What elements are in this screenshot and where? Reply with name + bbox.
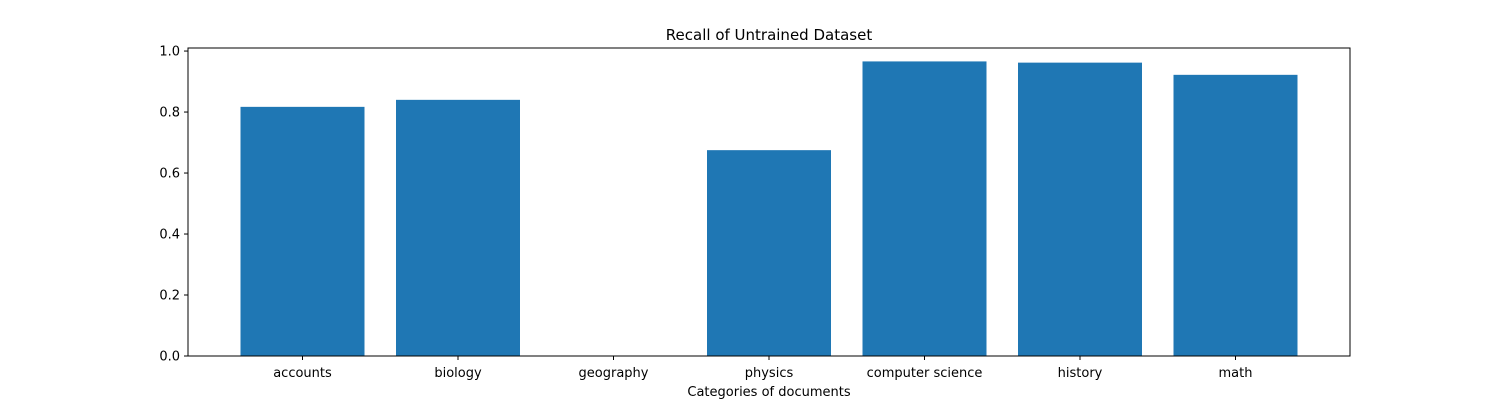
- x-axis-ticks: accounts biology geography physics computer …: [273, 356, 1252, 381]
- x-tick-label: physics: [745, 366, 794, 381]
- bar-history: [1018, 62, 1142, 356]
- x-tick-label: math: [1219, 366, 1253, 381]
- bar-computer-science: [862, 61, 987, 357]
- y-axis-ticks: 0.0 0.2 0.4 0.6 0.8 1.0: [159, 45, 188, 365]
- x-tick-label: biology: [434, 366, 482, 381]
- y-tick-label: 0.6: [159, 167, 180, 182]
- x-tick-label: geography: [579, 366, 649, 381]
- chart-title: Recall of Untrained Dataset: [666, 26, 873, 44]
- x-tick-label: computer science: [867, 366, 983, 381]
- y-tick-label: 0.8: [159, 106, 180, 121]
- x-tick-label: accounts: [273, 366, 332, 381]
- bar-physics: [707, 150, 831, 356]
- y-tick-label: 0.4: [159, 228, 180, 243]
- bar-math: [1173, 74, 1298, 357]
- bar-accounts: [240, 106, 365, 357]
- y-tick-label: 0.0: [159, 350, 180, 365]
- y-tick-label: 1.0: [159, 45, 180, 60]
- bar-biology: [396, 99, 520, 356]
- plot-frame: [187, 47, 1351, 357]
- y-tick-label: 0.2: [159, 289, 180, 304]
- x-axis-label: Categories of documents: [687, 385, 850, 400]
- bars: [240, 61, 1298, 357]
- x-tick-label: history: [1058, 366, 1103, 381]
